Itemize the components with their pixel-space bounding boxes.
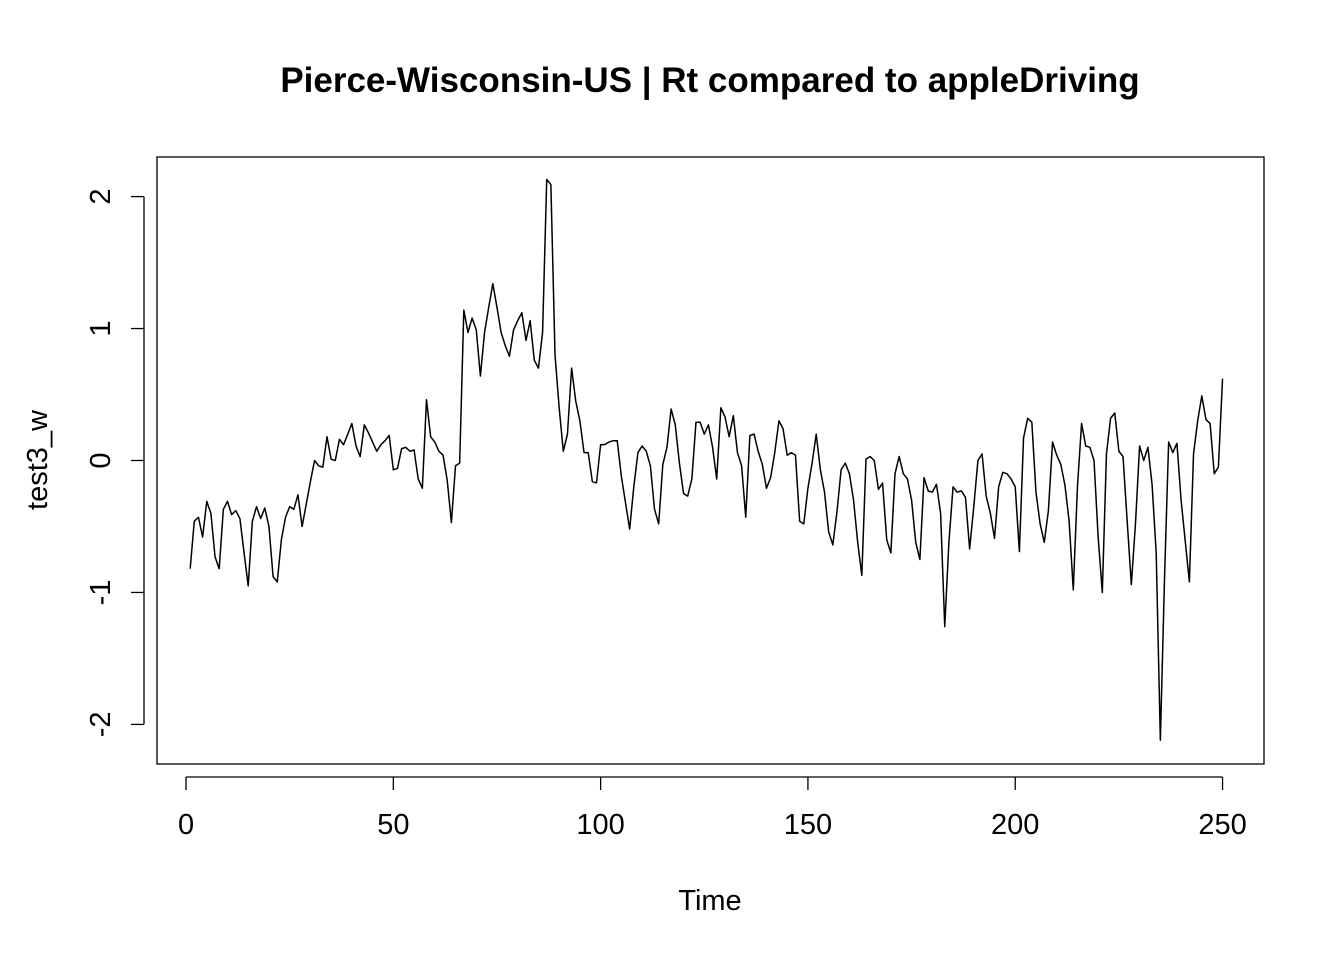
plot-frame — [156, 156, 1265, 765]
x-tick-label: 0 — [178, 809, 194, 841]
y-tick-label: 1 — [85, 320, 117, 336]
y-tick-label: -2 — [85, 712, 117, 738]
x-tick-label: 50 — [377, 809, 409, 841]
x-tick-label: 250 — [1198, 809, 1246, 841]
x-axis: 0 50 100 150 200 250 — [178, 776, 1247, 841]
series-line — [189, 178, 1224, 741]
x-tick-label: 100 — [576, 809, 624, 841]
y-tick-label: 2 — [85, 189, 117, 205]
x-tick-label: 150 — [784, 809, 832, 841]
y-tick-label: 0 — [85, 452, 117, 468]
chart-title: Pierce-Wisconsin-US | Rt compared to app… — [280, 61, 1139, 100]
y-axis: -2 -1 0 1 2 — [85, 189, 145, 738]
x-axis-title: Time — [678, 885, 741, 917]
y-tick-label: -1 — [85, 580, 117, 606]
x-tick-label: 200 — [991, 809, 1039, 841]
y-axis-title: test3_w — [22, 409, 54, 510]
